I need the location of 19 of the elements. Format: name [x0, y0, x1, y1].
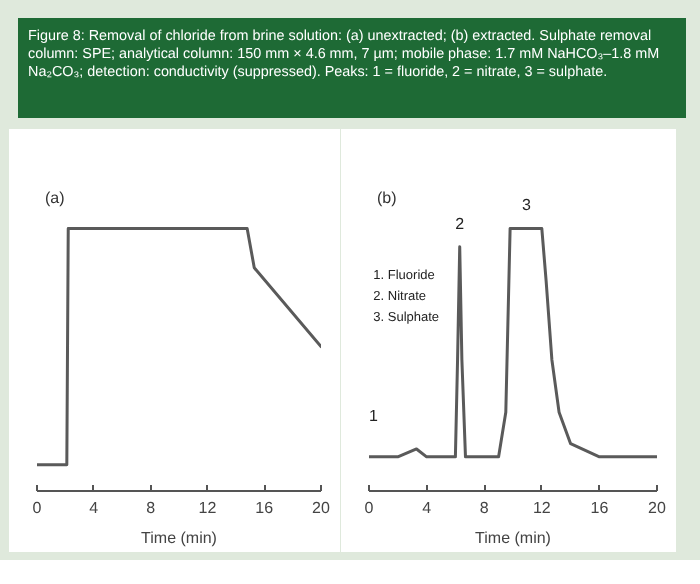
x-tick-label: 4 — [89, 499, 100, 517]
x-tick-label: 16 — [255, 499, 275, 517]
x-tick-label: 8 — [479, 499, 490, 517]
annotation: 3 — [522, 196, 533, 215]
x-tick-label: 16 — [590, 499, 610, 517]
x-tick-label: 12 — [198, 499, 218, 517]
x-tick-label: 0 — [364, 499, 375, 517]
x-tick-label: 0 — [32, 499, 43, 517]
x-tick-label: 20 — [648, 499, 667, 517]
chart-subtitle: (a) — [45, 189, 66, 207]
x-axis-title: Time (min) — [475, 529, 552, 547]
x-axis-title: Time (min) — [141, 529, 218, 547]
annotation: 1 — [369, 406, 379, 425]
x-tick-label: 8 — [146, 499, 157, 517]
chart-subtitle: (b) — [377, 189, 398, 207]
x-tick-label: 4 — [422, 499, 433, 517]
x-tick-label: 12 — [532, 499, 552, 517]
x-tick-label: 20 — [312, 499, 331, 517]
annotation: 2 — [455, 214, 466, 233]
